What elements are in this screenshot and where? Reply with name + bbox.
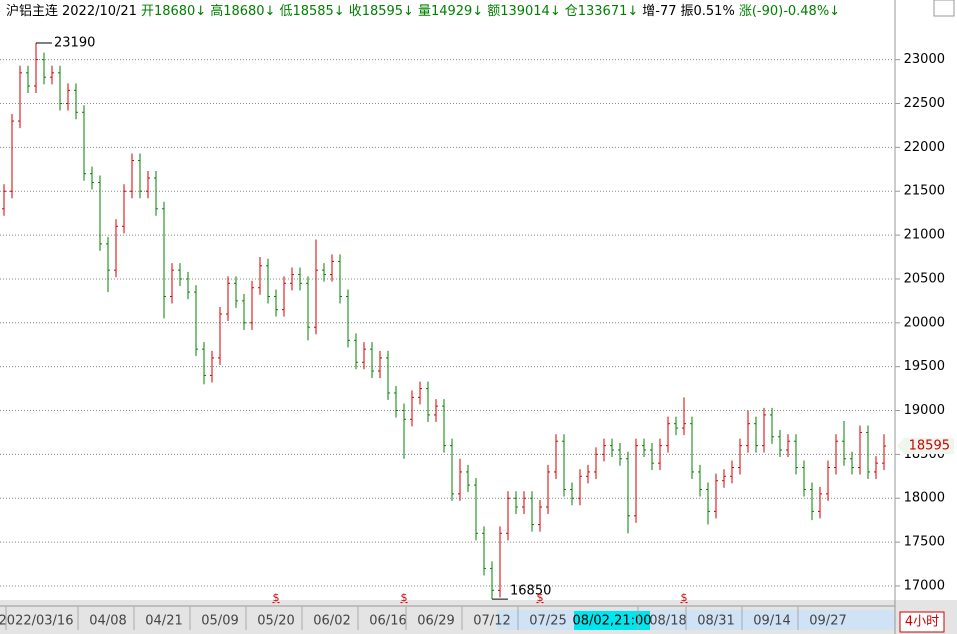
signal-mark: $ xyxy=(401,591,408,604)
min-label: 16850 xyxy=(510,584,551,599)
signal-mark: $ xyxy=(537,591,544,604)
x-tick-label: 04/08 xyxy=(89,614,126,629)
max-label: 23190 xyxy=(54,35,95,50)
header: 沪铝主连 2022/10/21 开18680↓ 高18680↓ 低18585↓ 收1859… xyxy=(6,3,840,19)
header-item: 增-77 xyxy=(642,4,676,19)
header-item: 收18595↓ xyxy=(349,4,414,19)
header-item: 振0.51% xyxy=(681,4,735,19)
x-tick-label: 07/25 xyxy=(529,614,566,629)
y-tick-label: 17500 xyxy=(904,535,945,550)
x-tick-label: 06/16 xyxy=(369,614,406,629)
period-box xyxy=(899,611,945,633)
header-item: 沪铝主连 xyxy=(6,3,58,19)
y-tick-label: 22000 xyxy=(904,140,945,155)
x-tick-label: 09/27 xyxy=(809,614,846,629)
x-tick-label: 08/18 xyxy=(649,614,686,629)
y-tick-label: 18000 xyxy=(904,491,945,506)
signal-mark: $ xyxy=(681,591,688,604)
last-price-box xyxy=(897,438,954,455)
header-item: 量14929↓ xyxy=(418,4,483,19)
x-tick-label: 04/21 xyxy=(145,614,182,629)
cursor-label-box xyxy=(574,611,650,630)
y-tick-label: 21500 xyxy=(904,184,945,199)
x-tick-label: 06/02 xyxy=(313,614,350,629)
header-item: 开18680↓ xyxy=(141,4,206,19)
y-tick-label: 20000 xyxy=(904,315,945,330)
last-price: 18595 xyxy=(909,439,950,454)
cursor-label: 08/02,21:00 xyxy=(572,614,651,629)
y-tick-label: 19500 xyxy=(904,359,945,374)
y-tick-label: 17000 xyxy=(904,578,945,593)
y-tick-label: 20500 xyxy=(904,271,945,286)
header-item: 额139014↓ xyxy=(487,4,561,19)
x-tick-label: 2022/03/16 xyxy=(0,614,73,629)
y-tick-label: 21000 xyxy=(904,228,945,243)
x-tick-label: 05/20 xyxy=(257,614,294,629)
y-tick-label: 19000 xyxy=(904,403,945,418)
header-item: 2022/10/21 xyxy=(62,4,137,19)
header-item: 涨(-90)-0.48%↓ xyxy=(739,4,840,19)
signal-mark: $ xyxy=(273,591,280,604)
x-tick-label: 08/31 xyxy=(697,614,734,629)
settings-button[interactable] xyxy=(933,0,955,17)
x-tick-label: 05/09 xyxy=(201,614,238,629)
y-tick-label: 23000 xyxy=(904,52,945,67)
x-tick-label: 07/12 xyxy=(473,614,510,629)
x-tick-label: 06/29 xyxy=(417,614,454,629)
period-label: 4小时 xyxy=(905,615,939,630)
header-item: 仓133671↓ xyxy=(565,4,639,19)
header-item: 低18585↓ xyxy=(279,4,344,19)
x-tick-label: 09/14 xyxy=(753,614,790,629)
y-tick-label: 22500 xyxy=(904,96,945,111)
header-item: 高18680↓ xyxy=(210,3,275,19)
